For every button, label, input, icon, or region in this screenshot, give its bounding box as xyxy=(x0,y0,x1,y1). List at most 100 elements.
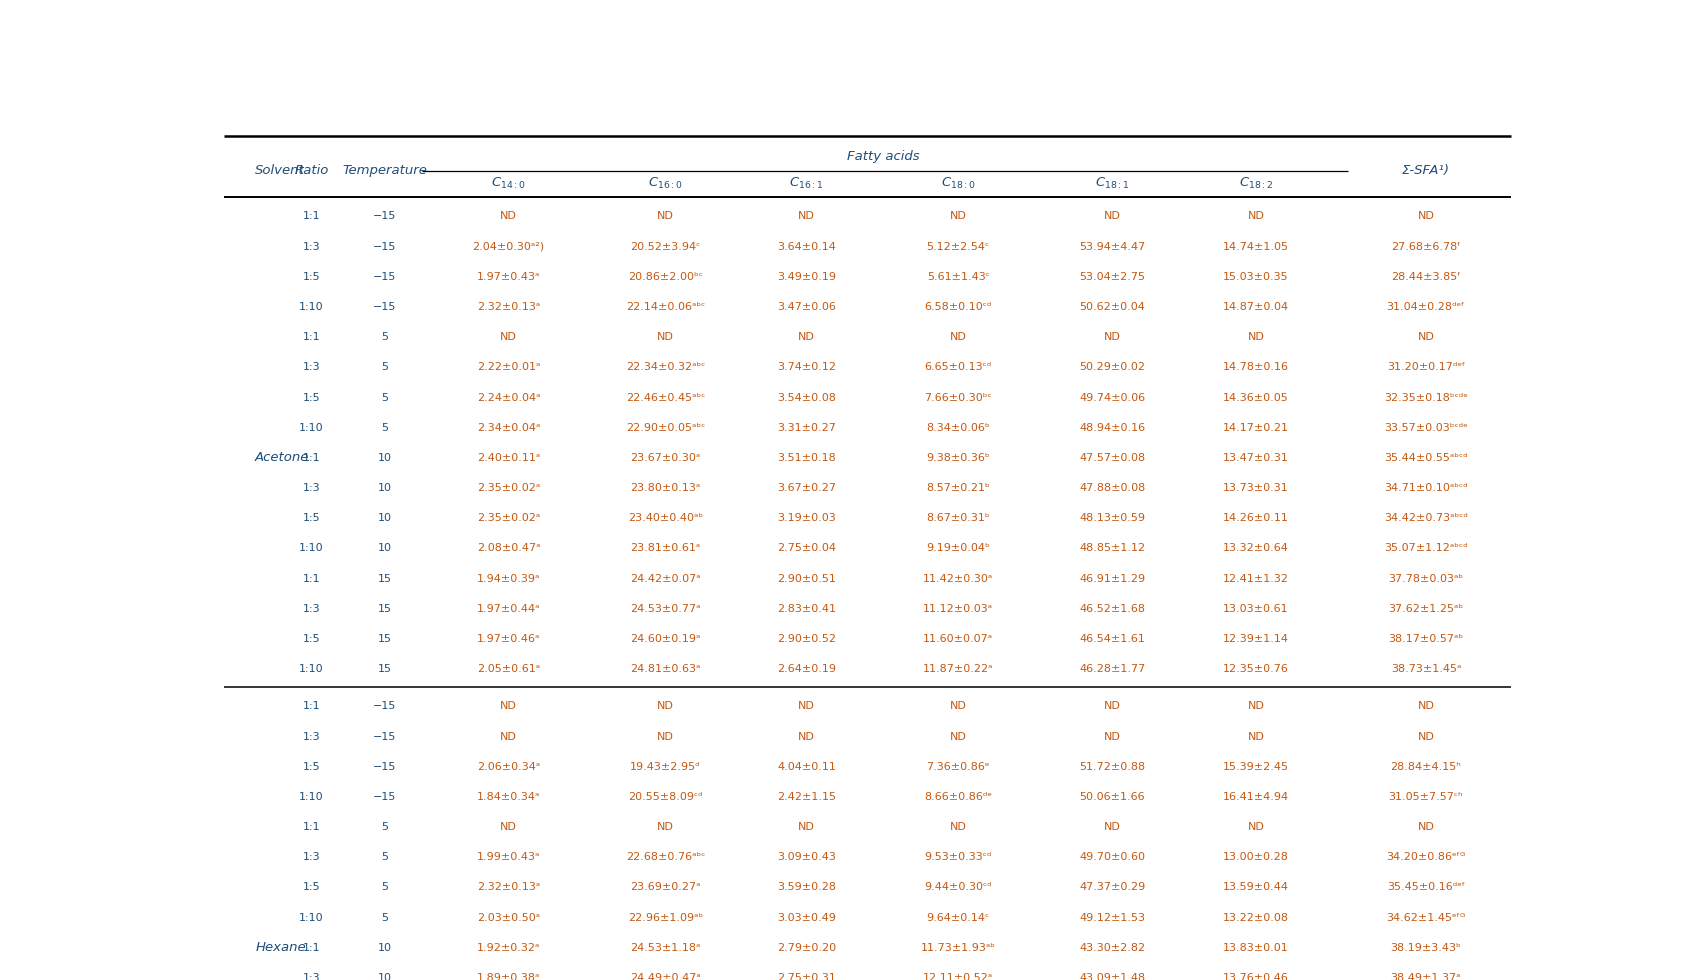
Text: −15: −15 xyxy=(373,761,396,771)
Text: 9.38±0.36ᵇ: 9.38±0.36ᵇ xyxy=(926,453,990,463)
Text: 8.67±0.31ᵇ: 8.67±0.31ᵇ xyxy=(926,514,990,523)
Text: 31.20±0.17ᵈᵉᶠ: 31.20±0.17ᵈᵉᶠ xyxy=(1388,363,1465,372)
Text: 2.08±0.47ᵃ: 2.08±0.47ᵃ xyxy=(477,544,541,554)
Text: −15: −15 xyxy=(373,212,396,221)
Text: 2.34±0.04ᵃ: 2.34±0.04ᵃ xyxy=(477,422,540,433)
Text: 15: 15 xyxy=(378,604,391,613)
Text: ND: ND xyxy=(949,702,966,711)
Text: 1:3: 1:3 xyxy=(302,604,320,613)
Text: ND: ND xyxy=(1104,212,1121,221)
Text: ND: ND xyxy=(1418,731,1435,742)
Text: Σ-SFA¹): Σ-SFA¹) xyxy=(1403,164,1450,176)
Text: 13.03±0.61: 13.03±0.61 xyxy=(1224,604,1288,613)
Text: 15: 15 xyxy=(378,573,391,584)
Text: 1.99±0.43ᵃ: 1.99±0.43ᵃ xyxy=(477,853,540,862)
Text: 16.41±4.94: 16.41±4.94 xyxy=(1222,792,1290,802)
Text: ND: ND xyxy=(501,731,518,742)
Text: 24.53±1.18ᵃ: 24.53±1.18ᵃ xyxy=(631,943,701,953)
Text: 2.35±0.02ᵃ: 2.35±0.02ᵃ xyxy=(477,483,540,493)
Text: 1.92±0.32ᵃ: 1.92±0.32ᵃ xyxy=(477,943,540,953)
Text: 2.22±0.01ᵃ: 2.22±0.01ᵃ xyxy=(477,363,540,372)
Text: 20.52±3.94ᶜ: 20.52±3.94ᶜ xyxy=(631,242,701,252)
Text: −15: −15 xyxy=(373,731,396,742)
Text: 22.90±0.05ᵃᵇᶜ: 22.90±0.05ᵃᵇᶜ xyxy=(626,422,705,433)
Text: ND: ND xyxy=(658,702,674,711)
Text: 2.32±0.13ᵃ: 2.32±0.13ᵃ xyxy=(477,882,540,893)
Text: ND: ND xyxy=(949,822,966,832)
Text: 3.64±0.14: 3.64±0.14 xyxy=(777,242,836,252)
Text: 7.36±0.86ᵉ: 7.36±0.86ᵉ xyxy=(926,761,990,771)
Text: 11.60±0.07ᵃ: 11.60±0.07ᵃ xyxy=(924,634,993,644)
Text: 7.66±0.30ᵇᶜ: 7.66±0.30ᵇᶜ xyxy=(924,393,991,403)
Text: 1:10: 1:10 xyxy=(298,422,324,433)
Text: 1:10: 1:10 xyxy=(298,912,324,922)
Text: 1.97±0.43ᵃ: 1.97±0.43ᵃ xyxy=(477,271,540,282)
Text: 1:10: 1:10 xyxy=(298,302,324,312)
Text: 3.51±0.18: 3.51±0.18 xyxy=(777,453,836,463)
Text: 14.87±0.04: 14.87±0.04 xyxy=(1222,302,1290,312)
Text: 35.45±0.16ᵈᵉᶠ: 35.45±0.16ᵈᵉᶠ xyxy=(1388,882,1465,893)
Text: 5: 5 xyxy=(381,912,388,922)
Text: C$_{14:0}$: C$_{14:0}$ xyxy=(491,175,526,191)
Text: 1.97±0.46ᵃ: 1.97±0.46ᵃ xyxy=(477,634,540,644)
Text: 5: 5 xyxy=(381,822,388,832)
Text: 22.14±0.06ᵃᵇᶜ: 22.14±0.06ᵃᵇᶜ xyxy=(626,302,705,312)
Text: 34.71±0.10ᵃᵇᶜᵈ: 34.71±0.10ᵃᵇᶜᵈ xyxy=(1384,483,1469,493)
Text: ND: ND xyxy=(1104,702,1121,711)
Text: 12.35±0.76: 12.35±0.76 xyxy=(1222,664,1290,674)
Text: 9.64±0.14ᶜ: 9.64±0.14ᶜ xyxy=(927,912,990,922)
Text: 2.06±0.34ᵃ: 2.06±0.34ᵃ xyxy=(477,761,540,771)
Text: 1:1: 1:1 xyxy=(302,822,320,832)
Text: 10: 10 xyxy=(378,973,391,980)
Text: ND: ND xyxy=(658,822,674,832)
Text: 47.37±0.29: 47.37±0.29 xyxy=(1079,882,1145,893)
Text: 10: 10 xyxy=(378,483,391,493)
Text: 14.36±0.05: 14.36±0.05 xyxy=(1224,393,1288,403)
Text: 46.52±1.68: 46.52±1.68 xyxy=(1079,604,1145,613)
Text: 43.09±1.48: 43.09±1.48 xyxy=(1079,973,1145,980)
Text: 10: 10 xyxy=(378,453,391,463)
Text: 6.65±0.13ᶜᵈ: 6.65±0.13ᶜᵈ xyxy=(924,363,991,372)
Text: 10: 10 xyxy=(378,943,391,953)
Text: 47.88±0.08: 47.88±0.08 xyxy=(1079,483,1145,493)
Text: 46.91±1.29: 46.91±1.29 xyxy=(1079,573,1145,584)
Text: 1:3: 1:3 xyxy=(302,973,320,980)
Text: 2.04±0.30ᵃ²): 2.04±0.30ᵃ²) xyxy=(472,242,545,252)
Text: 15.03±0.35: 15.03±0.35 xyxy=(1224,271,1288,282)
Text: 12.11±0.52ᵃ: 12.11±0.52ᵃ xyxy=(922,973,993,980)
Text: 12.41±1.32: 12.41±1.32 xyxy=(1222,573,1290,584)
Text: 3.03±0.49: 3.03±0.49 xyxy=(777,912,836,922)
Text: 11.73±1.93ᵃᵇ: 11.73±1.93ᵃᵇ xyxy=(921,943,996,953)
Text: ND: ND xyxy=(797,702,814,711)
Text: 8.34±0.06ᵇ: 8.34±0.06ᵇ xyxy=(926,422,990,433)
Text: Hexane: Hexane xyxy=(255,942,305,955)
Text: 53.04±2.75: 53.04±2.75 xyxy=(1079,271,1145,282)
Text: 2.32±0.13ᵃ: 2.32±0.13ᵃ xyxy=(477,302,540,312)
Text: 49.12±1.53: 49.12±1.53 xyxy=(1079,912,1145,922)
Text: 38.49±1.37ᵃ: 38.49±1.37ᵃ xyxy=(1391,973,1462,980)
Text: 2.83±0.41: 2.83±0.41 xyxy=(777,604,836,613)
Text: 14.17±0.21: 14.17±0.21 xyxy=(1222,422,1290,433)
Text: 20.86±2.00ᵇᶜ: 20.86±2.00ᵇᶜ xyxy=(627,271,703,282)
Text: 13.00±0.28: 13.00±0.28 xyxy=(1222,853,1290,862)
Text: 5.12±2.54ᶜ: 5.12±2.54ᶜ xyxy=(927,242,990,252)
Text: 1:3: 1:3 xyxy=(302,483,320,493)
Text: 43.30±2.82: 43.30±2.82 xyxy=(1079,943,1145,953)
Text: 53.94±4.47: 53.94±4.47 xyxy=(1079,242,1145,252)
Text: 22.46±0.45ᵃᵇᶜ: 22.46±0.45ᵃᵇᶜ xyxy=(626,393,705,403)
Text: 48.85±1.12: 48.85±1.12 xyxy=(1079,544,1145,554)
Text: 49.70±0.60: 49.70±0.60 xyxy=(1079,853,1145,862)
Text: C$_{18:0}$: C$_{18:0}$ xyxy=(941,175,976,191)
Text: ND: ND xyxy=(1248,731,1264,742)
Text: 24.42±0.07ᵃ: 24.42±0.07ᵃ xyxy=(631,573,701,584)
Text: 38.19±3.43ᵇ: 38.19±3.43ᵇ xyxy=(1391,943,1462,953)
Text: ND: ND xyxy=(1418,822,1435,832)
Text: 2.75±0.31: 2.75±0.31 xyxy=(777,973,836,980)
Text: Solvent: Solvent xyxy=(255,164,305,176)
Text: 31.04±0.28ᵈᵉᶠ: 31.04±0.28ᵈᵉᶠ xyxy=(1386,302,1465,312)
Text: Acetone: Acetone xyxy=(255,452,310,465)
Text: 33.57±0.03ᵇᶜᵈᵉ: 33.57±0.03ᵇᶜᵈᵉ xyxy=(1384,422,1469,433)
Text: 15.39±2.45: 15.39±2.45 xyxy=(1222,761,1290,771)
Text: −15: −15 xyxy=(373,242,396,252)
Text: 50.06±1.66: 50.06±1.66 xyxy=(1079,792,1145,802)
